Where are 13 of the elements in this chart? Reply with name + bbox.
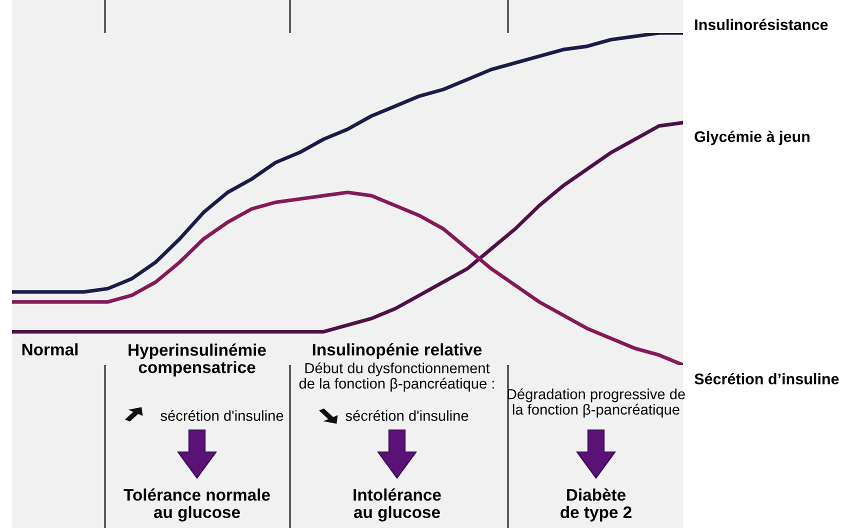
annotation: Hyperinsulinémie compensatrice (128, 343, 266, 377)
series-label: Glycémie à jeun (694, 130, 810, 146)
text: Intolérance au glucose (354, 488, 441, 522)
series-label: Sécrétion d’insuline (694, 373, 839, 384)
text: Dégradation progressive de la fonction β-pancréatique (508, 388, 685, 418)
text: Diabète de type 2 (560, 488, 632, 522)
series-label: Insulinorésistance (695, 18, 828, 30)
text: Tolérance normale au glucose (124, 488, 270, 522)
annotation: Insulinopénie relative (312, 343, 482, 359)
text: sécrétion d'insuline (346, 410, 468, 421)
text: sécrétion d'insuline (160, 410, 284, 421)
annotation: Début du dysfonctionnement de la fonction β-pancréatique : (299, 362, 494, 392)
annotation: Normal (22, 343, 78, 356)
